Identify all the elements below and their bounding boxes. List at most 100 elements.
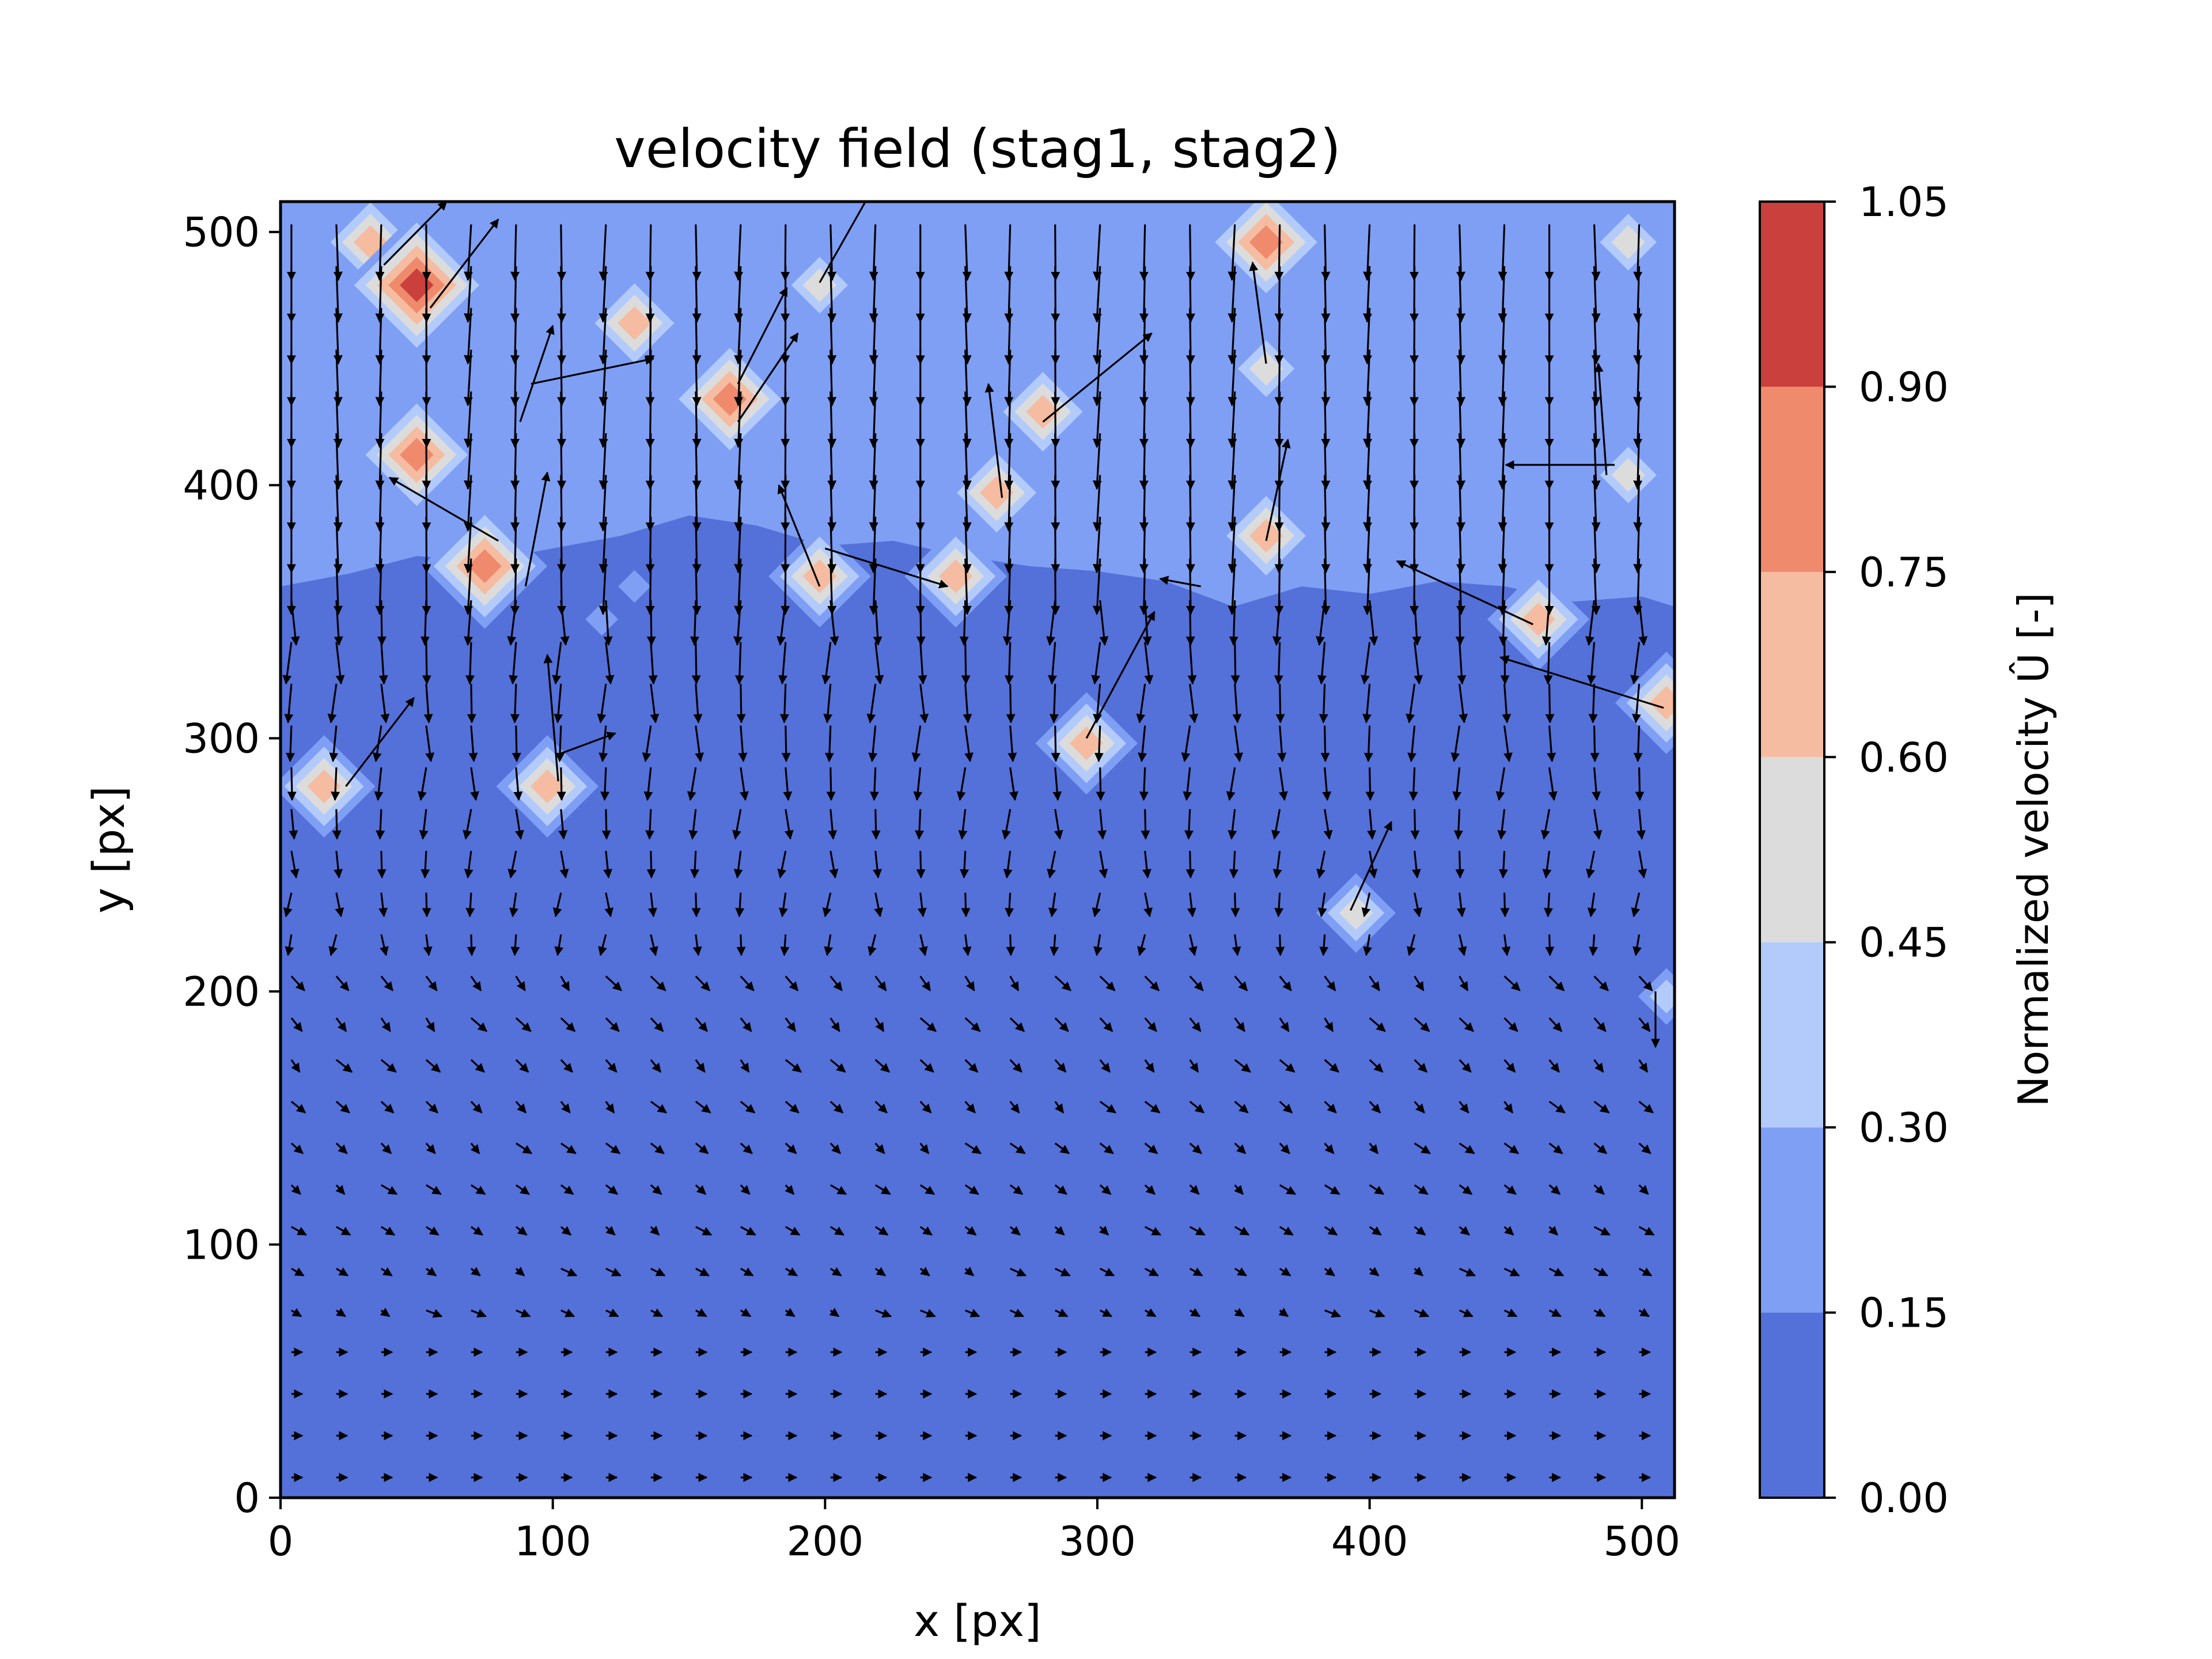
quiver-arrow — [1459, 1267, 1476, 1277]
quiver-arrow — [919, 1142, 930, 1154]
quiver-arrow — [919, 1184, 935, 1195]
quiver-arrow — [1232, 684, 1242, 724]
quiver-arrow — [426, 1309, 443, 1318]
quiver-arrow — [512, 725, 521, 763]
quiver-arrow — [1631, 684, 1641, 724]
quiver-arrow — [1361, 642, 1371, 685]
quiver-outlier-arrow — [531, 355, 655, 385]
quiver-arrow — [919, 1017, 937, 1032]
quiver-arrow — [734, 224, 744, 281]
quiver-arrow — [552, 642, 562, 685]
quiver-arrow — [1138, 725, 1147, 763]
quiver-arrow — [735, 892, 745, 918]
quiver-arrow — [784, 809, 794, 840]
quiver-arrow — [605, 1184, 618, 1195]
quiver-arrow — [1495, 767, 1506, 801]
quiver-arrow — [824, 725, 834, 763]
colorbar-label: Normalized velocity Û [-] — [2009, 592, 2058, 1107]
quiver-arrow — [516, 1309, 531, 1317]
colorbar-segment — [1760, 757, 1824, 942]
quiver-arrow — [1407, 934, 1416, 956]
quiver-arrow — [961, 892, 971, 918]
quiver-arrow — [375, 224, 385, 281]
hot-spot-level — [618, 306, 652, 340]
quiver-outlier-arrow — [543, 654, 559, 782]
quiver-arrow — [1277, 725, 1287, 763]
quiver-arrow — [1139, 767, 1149, 801]
quiver-arrow — [1362, 684, 1372, 724]
quiver-arrow — [380, 934, 389, 956]
quiver-arrow — [464, 224, 474, 281]
quiver-arrow — [1369, 1017, 1386, 1032]
quiver-arrow — [425, 1059, 441, 1073]
quiver-arrow — [1094, 725, 1104, 763]
quiver-arrow — [740, 767, 749, 801]
quiver-arrow — [956, 767, 967, 801]
quiver-arrow — [1279, 1142, 1290, 1154]
x-axis: 0 100 200 300 400 500 — [268, 1498, 1680, 1565]
quiver-arrow — [425, 1017, 435, 1032]
quiver-arrow — [1324, 1142, 1335, 1154]
quiver-arrow — [1542, 850, 1552, 879]
quiver-arrow — [1638, 1308, 1650, 1317]
quiver-arrow — [1047, 642, 1057, 685]
quiver-arrow — [1010, 1308, 1024, 1317]
quiver-arrow — [1189, 1017, 1202, 1032]
x-tick-label: 100 — [514, 1518, 592, 1565]
quiver-arrow — [1363, 725, 1373, 763]
quiver-arrow — [554, 934, 564, 956]
quiver-arrow — [1324, 1101, 1337, 1113]
quiver-arrow — [783, 767, 793, 801]
quiver-arrow — [417, 767, 427, 801]
quiver-arrow — [1275, 684, 1285, 724]
quiver-arrow — [1189, 1308, 1201, 1317]
quiver-arrow — [605, 1017, 620, 1032]
quiver-arrow — [785, 1059, 802, 1073]
quiver-arrow — [465, 642, 475, 685]
quiver-arrow — [964, 725, 974, 763]
quiver-arrow — [874, 1226, 889, 1236]
quiver-arrow — [1275, 934, 1285, 956]
quiver-arrow — [1450, 725, 1461, 763]
hot-spot-level — [1649, 685, 1675, 720]
quiver-arrow — [1099, 1267, 1115, 1277]
quiver-arrow — [1185, 224, 1195, 281]
quiver-arrow — [1369, 1142, 1379, 1154]
quiver-arrow — [282, 642, 293, 685]
quiver-arrow — [470, 1101, 483, 1113]
quiver-outlier-arrow — [1350, 821, 1392, 911]
quiver-arrow — [421, 851, 430, 879]
quiver-arrow — [695, 725, 704, 763]
quiver-arrow — [378, 642, 388, 685]
colorbar-segment — [1760, 1127, 1824, 1313]
quiver-arrow — [918, 934, 928, 956]
quiver-arrow — [695, 975, 711, 991]
quiver-arrow — [605, 1308, 619, 1317]
quiver-arrow — [378, 892, 388, 918]
quiver-arrow — [964, 1184, 979, 1195]
quiver-arrow — [781, 224, 790, 281]
quiver-arrow — [645, 809, 655, 840]
quiver-arrow — [463, 809, 472, 840]
quiver-outlier-arrow — [1265, 438, 1291, 541]
quiver-outlier-arrow — [1085, 611, 1156, 739]
quiver-arrow — [1503, 1017, 1518, 1032]
quiver-arrow — [1141, 809, 1150, 840]
quiver-arrow — [1009, 1226, 1021, 1236]
colorbar-tick-label: 0.60 — [1859, 734, 1949, 781]
y-tick-label: 0 — [234, 1475, 260, 1522]
quiver-arrow — [1410, 224, 1419, 281]
quiver-arrow — [515, 1059, 529, 1073]
quiver-arrow — [290, 1142, 304, 1154]
field-bump — [585, 603, 619, 636]
quiver-arrow — [785, 1184, 795, 1195]
quiver-arrow — [1324, 1267, 1335, 1277]
quiver-arrow — [1097, 809, 1107, 840]
x-tick-label: 300 — [1059, 1518, 1136, 1565]
quiver-arrow — [1010, 1267, 1027, 1277]
quiver-arrow — [646, 851, 656, 879]
y-axis: 0 100 200 300 400 500 — [183, 209, 281, 1522]
quiver-arrow — [425, 975, 438, 991]
hot-spot — [1487, 568, 1590, 671]
